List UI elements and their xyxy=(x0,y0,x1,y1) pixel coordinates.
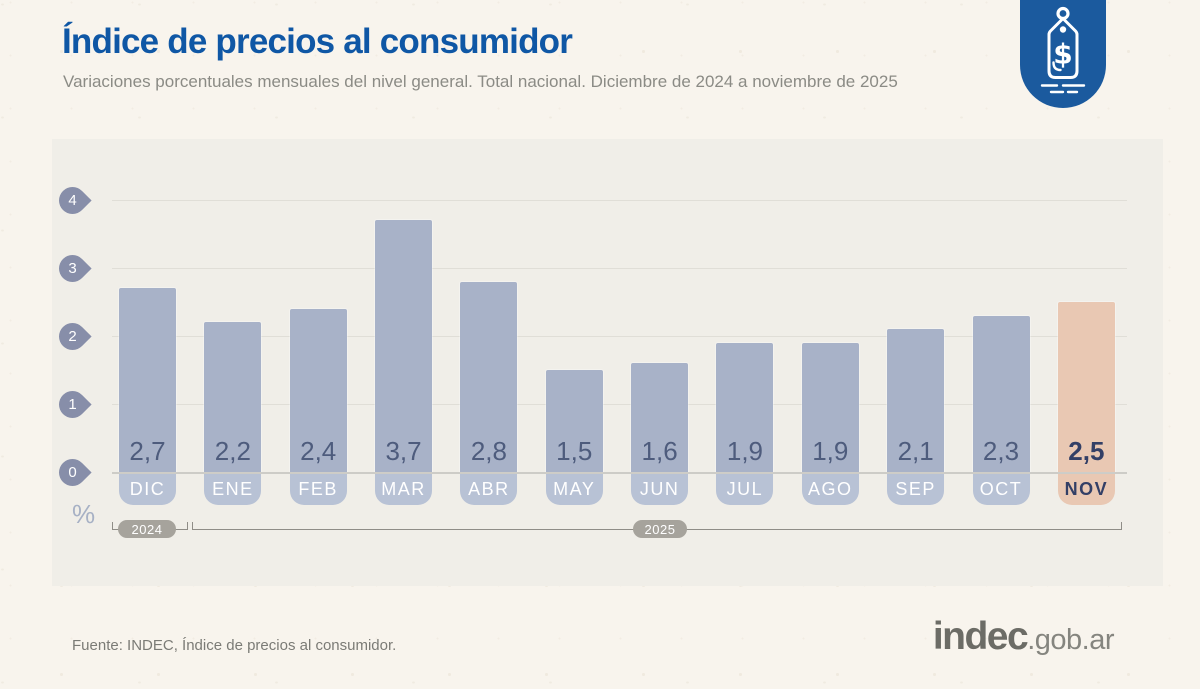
page-title: Índice de precios al consumidor xyxy=(62,22,573,61)
indec-logo-suffix: .gob.ar xyxy=(1027,624,1114,656)
value-label-feb: 2,4 xyxy=(300,435,337,466)
x-axis-line xyxy=(112,472,1127,474)
price-tag-icon: $ xyxy=(1020,0,1106,108)
y-axis-tick-2: 2 xyxy=(53,316,92,356)
bar-feb: 2,4 xyxy=(289,308,347,472)
y-axis-tick-label: 4 xyxy=(68,191,77,209)
month-badge-ene: ENE xyxy=(204,474,262,505)
bar-dic: 2,7 xyxy=(119,288,176,472)
month-badge-jun: JUN xyxy=(631,474,689,505)
bar-sep: 2,1 xyxy=(887,329,945,472)
month-badge-jul: JUL xyxy=(716,474,774,505)
year-label: 2025 xyxy=(644,521,676,537)
y-axis-tick-label: 0 xyxy=(68,463,77,481)
value-label-oct: 2,3 xyxy=(982,435,1020,466)
value-label-jul: 1,9 xyxy=(726,435,764,466)
indec-logo-text: indec xyxy=(932,615,1029,658)
value-label-mar: 3,7 xyxy=(385,435,422,466)
y-axis-tick-1: 1 xyxy=(53,384,92,424)
bar-mar: 3,7 xyxy=(375,220,433,472)
value-label-sep: 2,1 xyxy=(897,435,934,466)
bar-may: 1,5 xyxy=(545,370,603,472)
indec-logo: indec .gob.ar xyxy=(928,615,1115,659)
unit-label: % xyxy=(72,499,96,529)
y-axis-tick-4: 4 xyxy=(53,180,92,220)
y-axis-tick-0: 0 xyxy=(53,452,92,492)
bar-oct: 2,3 xyxy=(972,315,1030,472)
gridline-2 xyxy=(112,336,1127,337)
source-note: Fuente: INDEC, Índice de precios al cons… xyxy=(72,637,397,654)
bar-nov: 2,5 xyxy=(1057,302,1115,472)
bar-jun: 1,6 xyxy=(631,363,689,472)
bar-ene: 2,2 xyxy=(204,322,262,472)
month-badge-mar: MAR xyxy=(375,474,433,505)
bar-ago: 1,9 xyxy=(801,342,859,472)
y-axis-tick-3: 3 xyxy=(53,248,92,288)
year-badge-2025: 2025 xyxy=(633,520,687,538)
value-label-abr: 2,8 xyxy=(470,435,507,466)
bar-abr: 2,8 xyxy=(460,281,518,472)
month-badge-dic: DIC xyxy=(119,474,176,505)
value-label-nov: 2,5 xyxy=(1068,436,1105,466)
value-label-ene: 2,2 xyxy=(214,435,251,466)
value-label-may: 1,5 xyxy=(556,436,593,466)
y-axis-tick-label: 3 xyxy=(68,259,77,277)
value-label-jun: 1,6 xyxy=(641,435,678,466)
chart-panel: 4 3 2 1 0 2,7 DIC 2,2 ENE 2,4 FEB 3,7 MAR 2,8 ABR 1,5 MA… xyxy=(52,139,1163,586)
value-label-ago: 1,9 xyxy=(812,435,849,466)
bar-chart: 4 3 2 1 0 2,7 DIC 2,2 ENE 2,4 FEB 3,7 MAR 2,8 ABR 1,5 MA… xyxy=(52,139,1163,586)
gridline-1 xyxy=(112,404,1127,405)
y-axis-tick-label: 1 xyxy=(68,395,77,413)
gridline-3 xyxy=(112,268,1127,269)
month-badge-may: MAY xyxy=(545,474,603,505)
year-label: 2024 xyxy=(131,521,163,537)
month-badge-sep: SEP xyxy=(887,474,945,505)
gridline-4 xyxy=(112,200,1127,201)
price-tag-glyph: $ xyxy=(1040,6,1086,94)
value-label-dic: 2,7 xyxy=(129,435,166,466)
page-subtitle: Variaciones porcentuales mensuales del n… xyxy=(63,72,898,91)
month-badge-ago: AGO xyxy=(801,474,859,505)
month-badge-feb: FEB xyxy=(289,474,347,505)
month-badge-oct: OCT xyxy=(972,474,1030,505)
year-badge-2024: 2024 xyxy=(118,520,176,538)
bar-jul: 1,9 xyxy=(716,342,774,472)
month-badge-abr: ABR xyxy=(460,474,518,505)
y-axis-tick-label: 2 xyxy=(68,327,77,345)
month-badge-nov: NOV xyxy=(1057,474,1115,505)
dollar-sign: $ xyxy=(1053,38,1072,71)
